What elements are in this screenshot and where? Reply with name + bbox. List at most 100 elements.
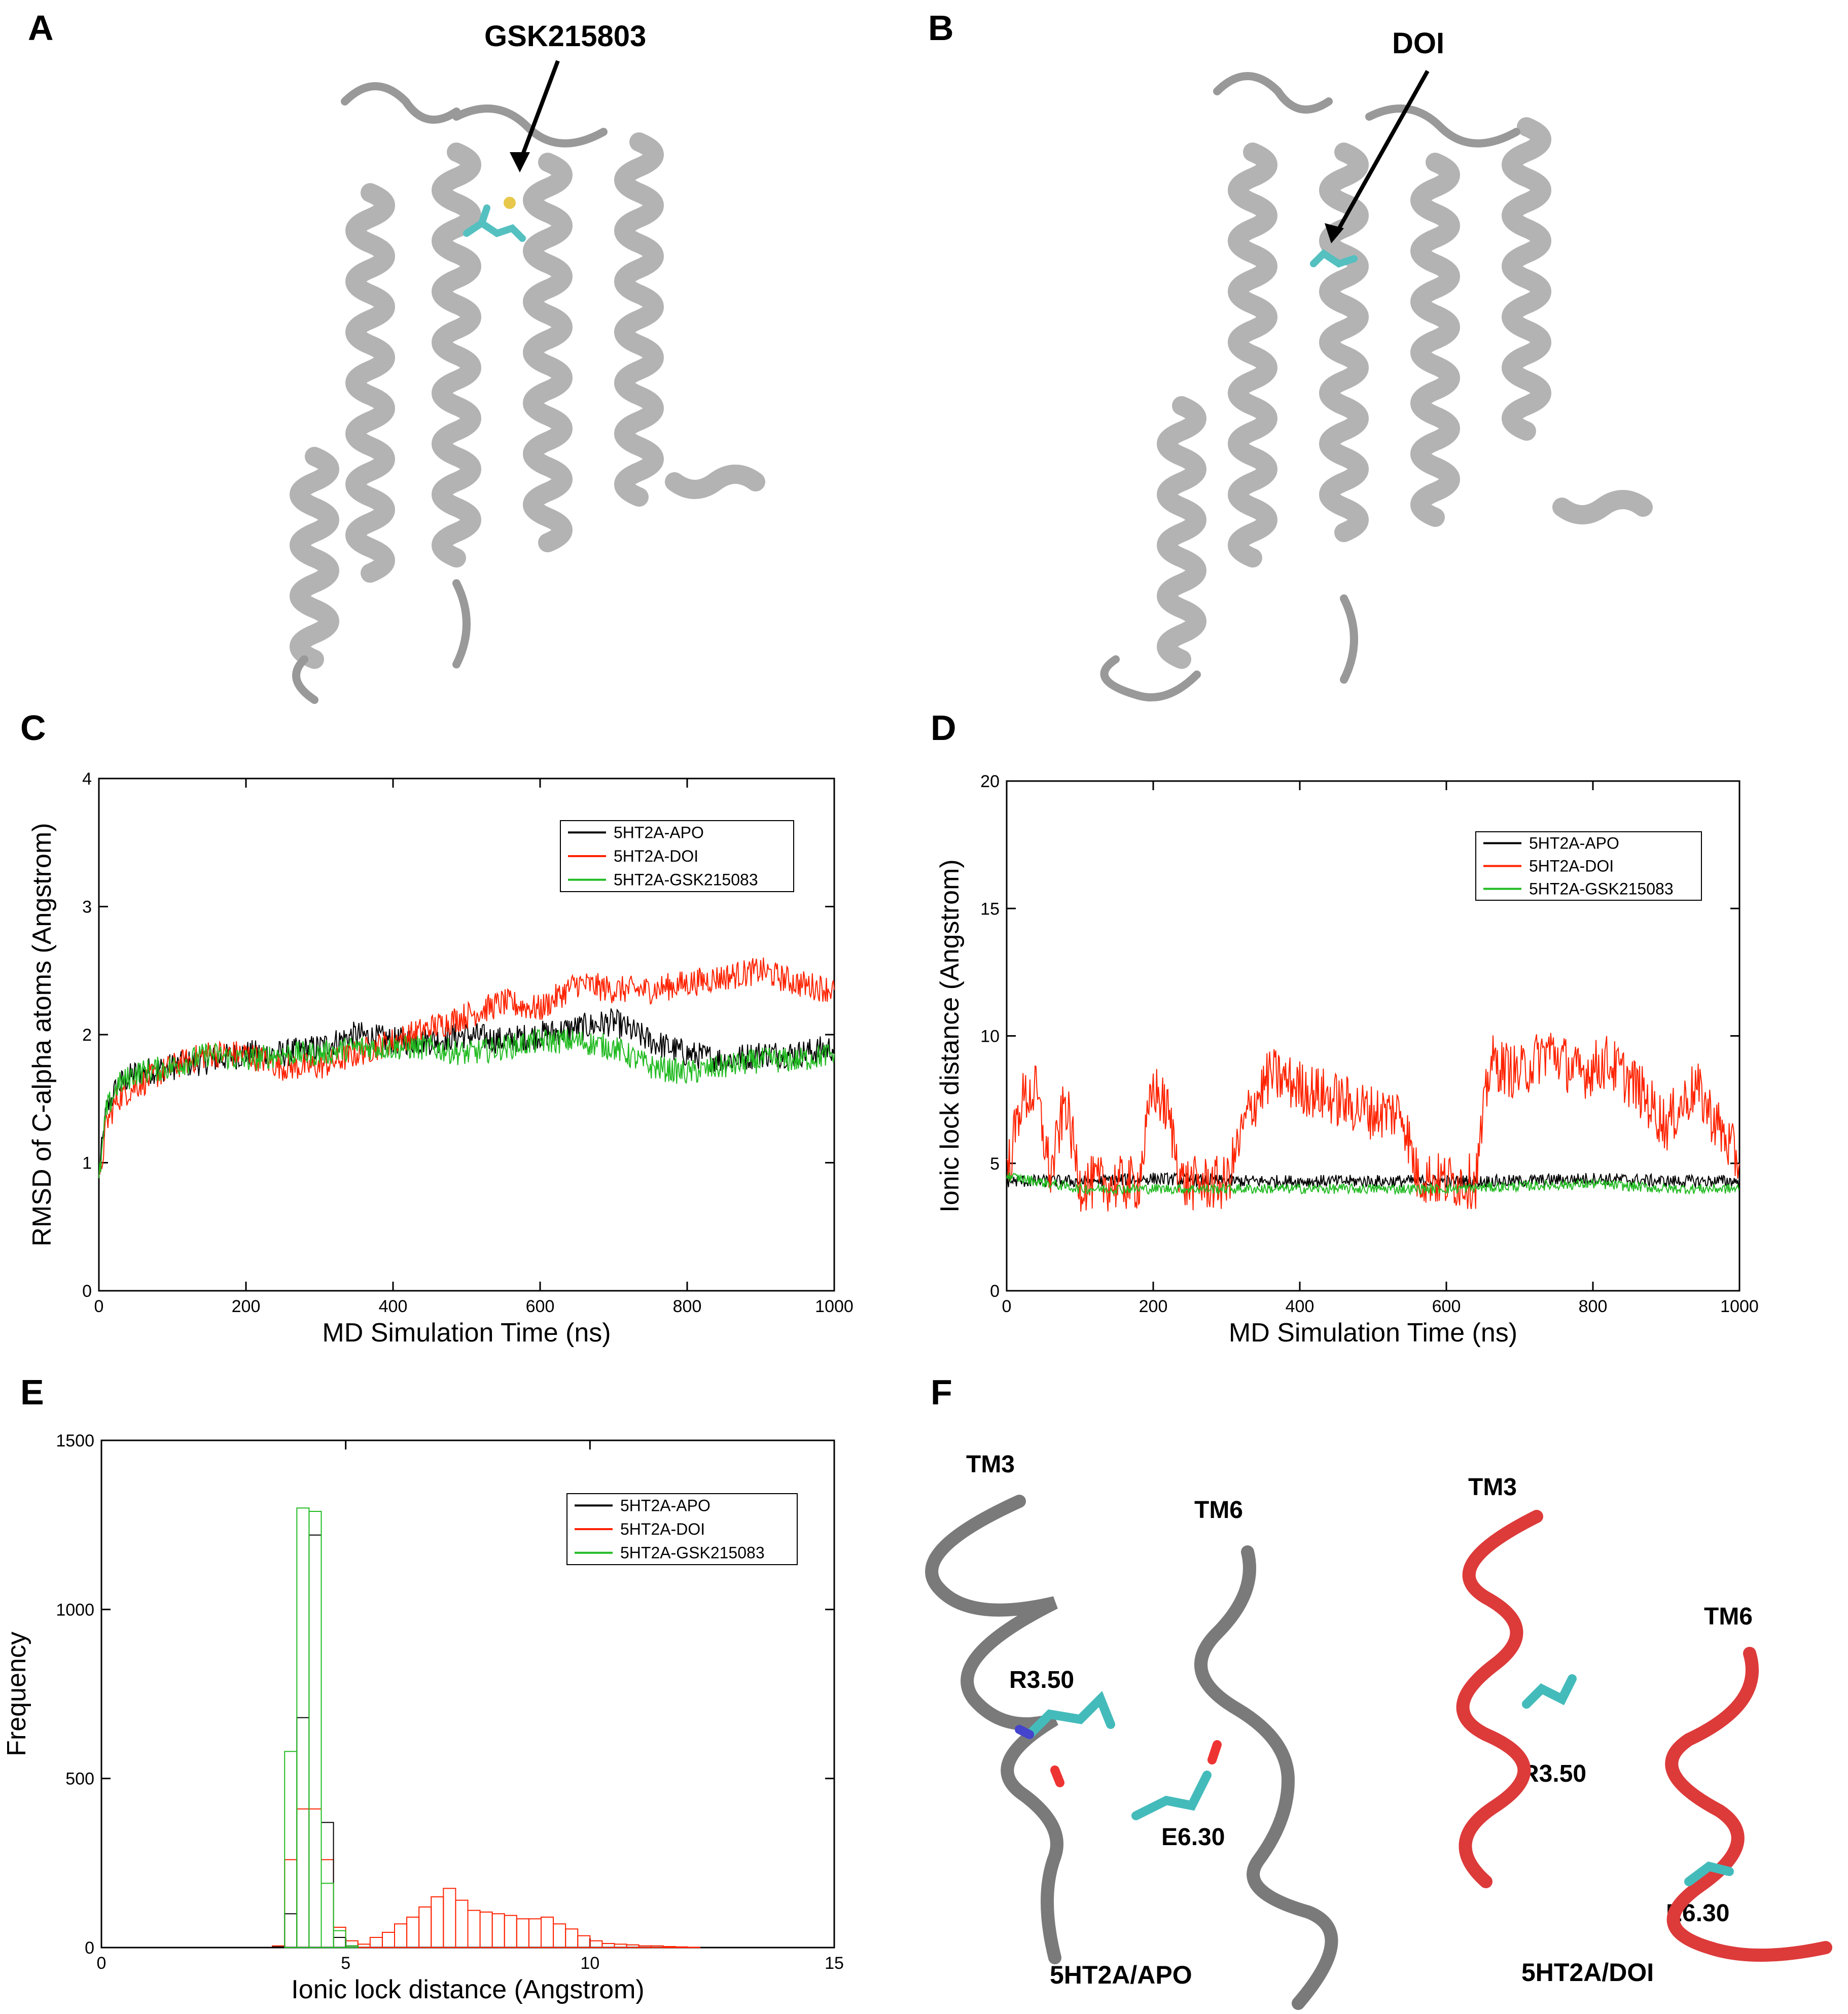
histogram-bar-5HT2A-GSK215083 — [333, 1930, 346, 1949]
legend-entry-E: 5HT2A-DOI — [620, 1520, 705, 1538]
x-axis-label-D: MD Simulation Time (ns) — [1229, 1318, 1517, 1348]
histogram-bar-5HT2A-DOI — [418, 1906, 432, 1948]
histogram-bar-5HT2A-DOI — [674, 1946, 688, 1949]
series-line-5HT2A-APO — [98, 1008, 835, 1175]
histogram-bar-5HT2A-DOI — [394, 1923, 408, 1948]
histogram-bar-5HT2A-DOI — [662, 1946, 676, 1948]
x-tick-label-D: 200 — [1139, 1297, 1168, 1316]
y-tick-label-E: 500 — [65, 1770, 94, 1789]
x-tick-label-C: 800 — [673, 1297, 702, 1316]
f-doi-r350-label: R3.50 — [1521, 1760, 1587, 1787]
histogram-bar-5HT2A-DOI — [284, 1859, 298, 1949]
panel-label-a: A — [28, 8, 54, 48]
legend-entry-E: 5HT2A-APO — [620, 1496, 710, 1514]
y-tick-label-C: 4 — [82, 769, 92, 789]
histogram-bar-5HT2A-DOI — [455, 1899, 469, 1949]
panel-label-c: C — [20, 708, 46, 748]
y-tick-label-E: 1500 — [56, 1431, 94, 1451]
panel-label-d: D — [931, 708, 956, 748]
x-tick-label-D: 800 — [1579, 1297, 1608, 1316]
ionic-lock-structure-doi — [1456, 1510, 1832, 1962]
f-apo-tm6-label: TM6 — [1194, 1497, 1243, 1524]
histogram-bar-5HT2A-DOI — [577, 1935, 591, 1949]
histogram-bar-5HT2A-DOI — [308, 1808, 322, 1949]
x-tick-label-C: 200 — [232, 1297, 261, 1316]
legend-entry-C: 5HT2A-DOI — [614, 847, 698, 865]
histogram-bar-5HT2A-DOI — [406, 1917, 420, 1948]
legend-entry-E: 5HT2A-GSK215083 — [620, 1544, 765, 1562]
histogram-bar-5HT2A-DOI — [467, 1910, 481, 1949]
y-axis-label-C: RMSD of C-alpha atoms (Angstrom) — [27, 823, 57, 1246]
x-tick-label-D: 0 — [1002, 1297, 1012, 1316]
histogram-bar-5HT2A-APO — [333, 1937, 346, 1948]
f-apo-r350-label: R3.50 — [1009, 1667, 1075, 1693]
histogram-bar-5HT2A-DOI — [589, 1940, 603, 1949]
histogram-bar-5HT2A-DOI — [626, 1944, 639, 1949]
legend-entry-D: 5HT2A-GSK215083 — [1529, 880, 1674, 898]
histogram-bar-5HT2A-DOI — [650, 1945, 664, 1949]
x-tick-label-C: 400 — [379, 1297, 408, 1316]
legend-entry-D: 5HT2A-APO — [1529, 834, 1619, 853]
histogram-bar-5HT2A-APO — [272, 1946, 286, 1949]
series-line-5HT2A-GSK215083 — [1006, 1172, 1740, 1196]
histogram-bar-5HT2A-DOI — [381, 1932, 396, 1948]
chart-e-histogram: 0 5 10 15 0 500 1000 1500 Ionic lock distance (A… — [2, 1431, 844, 2004]
y-tick-label-C: 2 — [82, 1026, 92, 1045]
ligand-label-gsk: GSK215803 — [484, 20, 647, 53]
histogram-bar-5HT2A-DOI — [541, 1917, 554, 1948]
ionic-lock-structure-apo — [925, 1495, 1338, 2010]
histogram-bar-5HT2A-GSK215083 — [345, 1945, 359, 1949]
histogram-bar-5HT2A-APO — [321, 1822, 334, 1948]
histogram-bar-5HT2A-DOI — [479, 1912, 493, 1948]
x-tick-label-C: 1000 — [815, 1297, 854, 1316]
panel-label-b: B — [928, 8, 954, 48]
histogram-bar-5HT2A-DOI — [504, 1915, 517, 1949]
f-doi-tm3-label: TM3 — [1468, 1474, 1517, 1501]
legend-entry-D: 5HT2A-DOI — [1529, 857, 1614, 875]
histogram-bar-5HT2A-DOI — [443, 1888, 456, 1948]
panel-label-f: F — [931, 1372, 952, 1412]
y-axis-label-D: Ionic lock distance (Angstrom) — [935, 859, 965, 1213]
f-apo-caption: 5HT2A/APO — [1050, 1961, 1192, 1989]
x-tick-label-D: 1000 — [1720, 1297, 1759, 1316]
y-tick-label-C: 0 — [82, 1282, 92, 1301]
legend-entry-C: 5HT2A-APO — [614, 823, 704, 841]
x-tick-label-E: 10 — [580, 1954, 599, 1973]
x-axis-label-C: MD Simulation Time (ns) — [322, 1318, 611, 1348]
histogram-bar-5HT2A-DOI — [553, 1923, 566, 1948]
histogram-bar-5HT2A-DOI — [296, 1808, 310, 1949]
series-line-5HT2A-DOI — [1006, 1033, 1740, 1212]
y-tick-label-D: 0 — [990, 1282, 1000, 1301]
x-tick-label-C: 0 — [94, 1297, 104, 1316]
histogram-bar-5HT2A-DOI — [516, 1918, 529, 1948]
x-tick-label-C: 600 — [526, 1297, 555, 1316]
x-tick-label-E: 0 — [97, 1954, 106, 1973]
histogram-bar-5HT2A-DOI — [528, 1918, 542, 1948]
histogram-bar-5HT2A-APO — [308, 1534, 322, 1949]
histogram-bar-5HT2A-GSK215083 — [321, 1883, 334, 1948]
histogram-bar-5HT2A-DOI — [431, 1896, 444, 1948]
y-tick-label-D: 15 — [980, 899, 1000, 918]
f-apo-e630-label: E6.30 — [1161, 1824, 1225, 1851]
y-tick-label-C: 1 — [82, 1154, 92, 1173]
y-tick-label-E: 0 — [85, 1938, 94, 1958]
protein-structure-a — [290, 60, 765, 704]
histogram-bar-5HT2A-DOI — [614, 1944, 627, 1948]
panel-label-e: E — [20, 1372, 44, 1412]
histogram-bar-5HT2A-DOI — [345, 1940, 359, 1949]
x-axis-label-E: Ionic lock distance (Angstrom) — [291, 1975, 645, 2004]
y-tick-label-D: 10 — [980, 1027, 1000, 1046]
histogram-bar-5HT2A-DOI — [687, 1947, 701, 1948]
histogram-bar-5HT2A-DOI — [369, 1937, 383, 1948]
histogram-bar-5HT2A-DOI — [491, 1913, 505, 1948]
x-tick-label-D: 600 — [1432, 1297, 1461, 1316]
histogram-bar-5HT2A-DOI — [357, 1944, 371, 1948]
x-tick-label-E: 5 — [341, 1954, 350, 1973]
ligand-label-doi: DOI — [1392, 27, 1445, 60]
y-axis-label-E: Frequency — [2, 1632, 31, 1756]
y-tick-label-C: 3 — [82, 898, 92, 917]
f-apo-tm3-label: TM3 — [966, 1451, 1015, 1478]
histogram-bar-5HT2A-GSK215083 — [308, 1511, 322, 1948]
chart-d-ionic-lock-time: 0 200 400 600 800 1000 0 5 10 15 20 MD Simulation T… — [935, 772, 1759, 1348]
f-doi-tm6-label: TM6 — [1704, 1603, 1753, 1630]
